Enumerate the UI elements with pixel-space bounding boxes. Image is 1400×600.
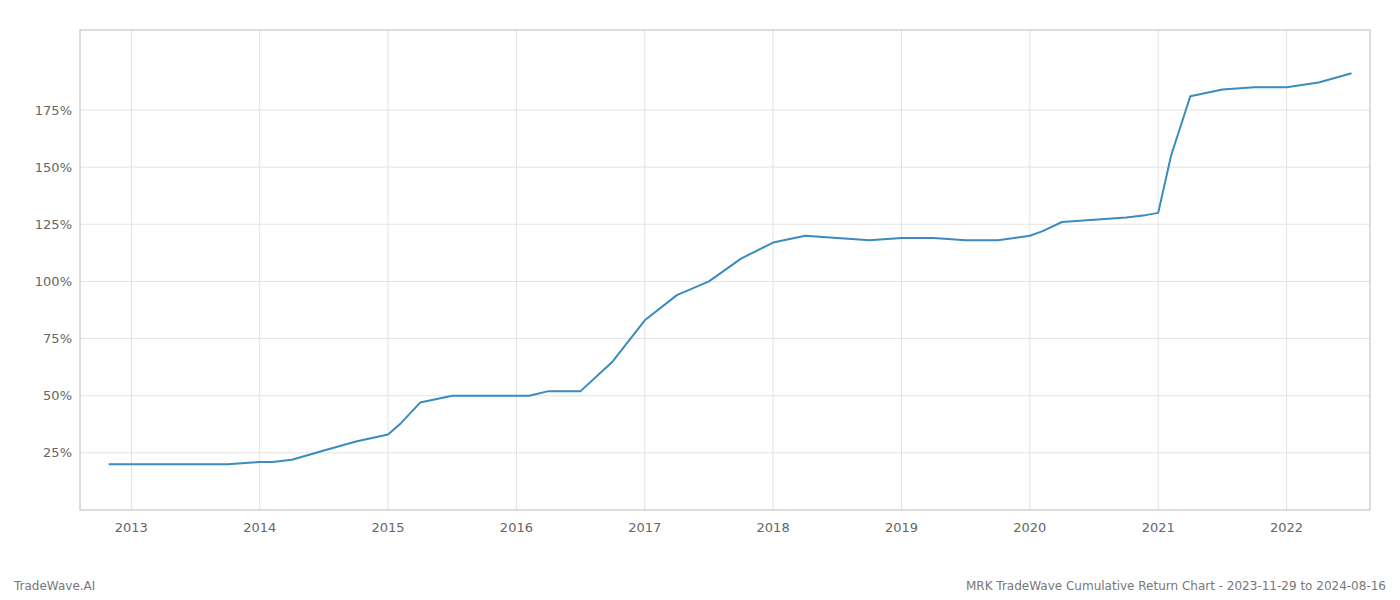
y-grid-line — [80, 338, 1370, 339]
x-tick-label: 2021 — [1142, 520, 1175, 535]
y-tick-label: 150% — [35, 160, 72, 175]
y-tick-label: 75% — [43, 331, 72, 346]
plot-frame — [80, 30, 1370, 510]
x-grid-line — [516, 30, 517, 510]
x-tick-label: 2015 — [372, 520, 405, 535]
y-tick-label: 100% — [35, 274, 72, 289]
y-grid-line — [80, 110, 1370, 111]
y-grid-line — [80, 452, 1370, 453]
y-tick-label: 125% — [35, 217, 72, 232]
x-tick-label: 2020 — [1013, 520, 1046, 535]
x-grid-line — [773, 30, 774, 510]
x-tick-label: 2018 — [757, 520, 790, 535]
x-grid-line — [1158, 30, 1159, 510]
title: MRK TradeWave Cumulative Return Chart - … — [966, 579, 1386, 593]
line-series — [110, 73, 1351, 464]
x-tick-label: 2022 — [1270, 520, 1303, 535]
y-grid-line — [80, 395, 1370, 396]
data-layer — [110, 73, 1351, 464]
y-tick-label: 175% — [35, 103, 72, 118]
y-grid-line — [80, 167, 1370, 168]
x-tick-label: 2014 — [243, 520, 276, 535]
y-tick-label: 25% — [43, 445, 72, 460]
x-tick-label: 2016 — [500, 520, 533, 535]
x-tick-label: 2013 — [115, 520, 148, 535]
watermark: TradeWave.AI — [13, 579, 95, 593]
grid — [80, 30, 1370, 510]
x-tick-label: 2017 — [628, 520, 661, 535]
x-tick-label: 2019 — [885, 520, 918, 535]
chart-svg: 2013 2014 2015 2016 2017 2018 2019 2020 2021 2022… — [0, 0, 1400, 600]
background — [0, 0, 1400, 600]
x-grid-line — [131, 30, 132, 510]
chart-container: 2013 2014 2015 2016 2017 2018 2019 2020 2021 2022… — [0, 0, 1400, 600]
x-grid-line — [1029, 30, 1030, 510]
axes: 2013 2014 2015 2016 2017 2018 2019 2020 2021 2022… — [35, 103, 1303, 536]
y-tick-label: 50% — [43, 388, 72, 403]
y-grid-line — [80, 281, 1370, 282]
x-grid-line — [1286, 30, 1287, 510]
y-grid-line — [80, 224, 1370, 225]
x-grid-line — [644, 30, 645, 510]
x-grid-line — [901, 30, 902, 510]
x-grid-line — [259, 30, 260, 510]
texts: TradeWave.AI MRK TradeWave Cumulative Ret… — [13, 579, 1386, 593]
x-grid-line — [388, 30, 389, 510]
